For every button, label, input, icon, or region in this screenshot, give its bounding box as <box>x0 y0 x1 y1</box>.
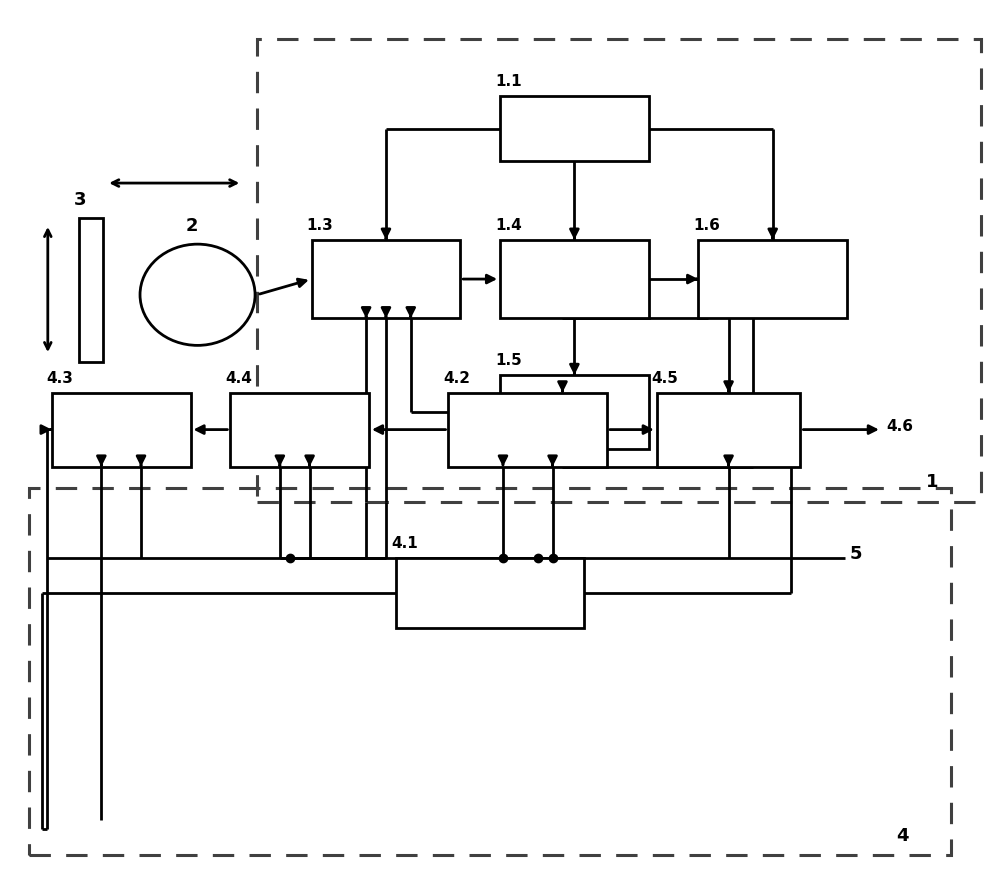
Text: 2: 2 <box>186 218 198 235</box>
Bar <box>698 240 847 318</box>
Bar <box>657 393 800 467</box>
Text: 4.3: 4.3 <box>47 371 74 386</box>
Text: 4.5: 4.5 <box>652 371 679 386</box>
Bar <box>79 218 103 362</box>
Bar <box>52 393 191 467</box>
Text: 1.6: 1.6 <box>693 218 720 233</box>
Bar <box>500 240 649 318</box>
Bar <box>230 393 369 467</box>
Text: 4.1: 4.1 <box>391 537 418 552</box>
Bar <box>500 375 649 449</box>
Text: 1.3: 1.3 <box>307 218 333 233</box>
Text: 4.4: 4.4 <box>225 371 252 386</box>
Text: 1: 1 <box>926 473 939 491</box>
Bar <box>448 393 607 467</box>
Text: 4: 4 <box>897 826 909 845</box>
Text: 4.6: 4.6 <box>887 419 914 434</box>
Bar <box>396 559 584 628</box>
Text: 1.1: 1.1 <box>495 74 522 89</box>
Text: 1.5: 1.5 <box>495 353 522 368</box>
Bar <box>29 488 951 855</box>
Text: 3: 3 <box>74 191 86 210</box>
Bar <box>312 240 460 318</box>
Text: 5: 5 <box>850 544 863 563</box>
Bar <box>257 39 981 501</box>
Text: 1.4: 1.4 <box>495 218 522 233</box>
Bar <box>500 96 649 161</box>
Text: 4.2: 4.2 <box>443 371 470 386</box>
